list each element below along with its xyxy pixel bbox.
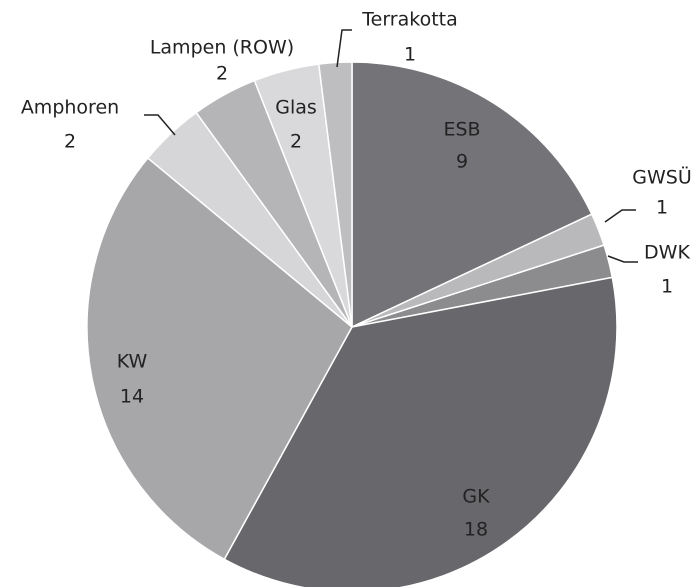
slice-value: 1 — [661, 276, 673, 298]
pie-slice — [317, 61, 353, 328]
pie-slice — [223, 276, 618, 587]
slice-value: 18 — [464, 519, 488, 541]
slice-value: 2 — [64, 131, 76, 153]
slice-label: Terrakotta — [361, 9, 458, 31]
slice-label: Amphoren — [21, 97, 119, 119]
slice-label: GK — [462, 486, 490, 508]
slice-value: 2 — [290, 131, 302, 153]
pie-slice — [351, 61, 593, 329]
slice-label: DWK — [644, 242, 690, 264]
leader-line — [336, 29, 352, 68]
leader-line — [144, 114, 176, 136]
leader-line — [607, 255, 638, 263]
pie-slice — [86, 157, 353, 561]
leader-line — [604, 209, 636, 223]
slice-value: 14 — [120, 386, 144, 408]
slice-value: 9 — [456, 151, 468, 173]
slice-label: ESB — [443, 119, 480, 141]
slice-label: GWSÜ — [632, 166, 691, 189]
slice-value: 2 — [216, 63, 228, 85]
slice-label: Glas — [275, 97, 317, 119]
slice-label: KW — [117, 351, 148, 373]
slice-label: Lampen (ROW) — [150, 37, 294, 59]
slice-value: 1 — [656, 197, 668, 219]
slice-value: 1 — [404, 44, 416, 66]
